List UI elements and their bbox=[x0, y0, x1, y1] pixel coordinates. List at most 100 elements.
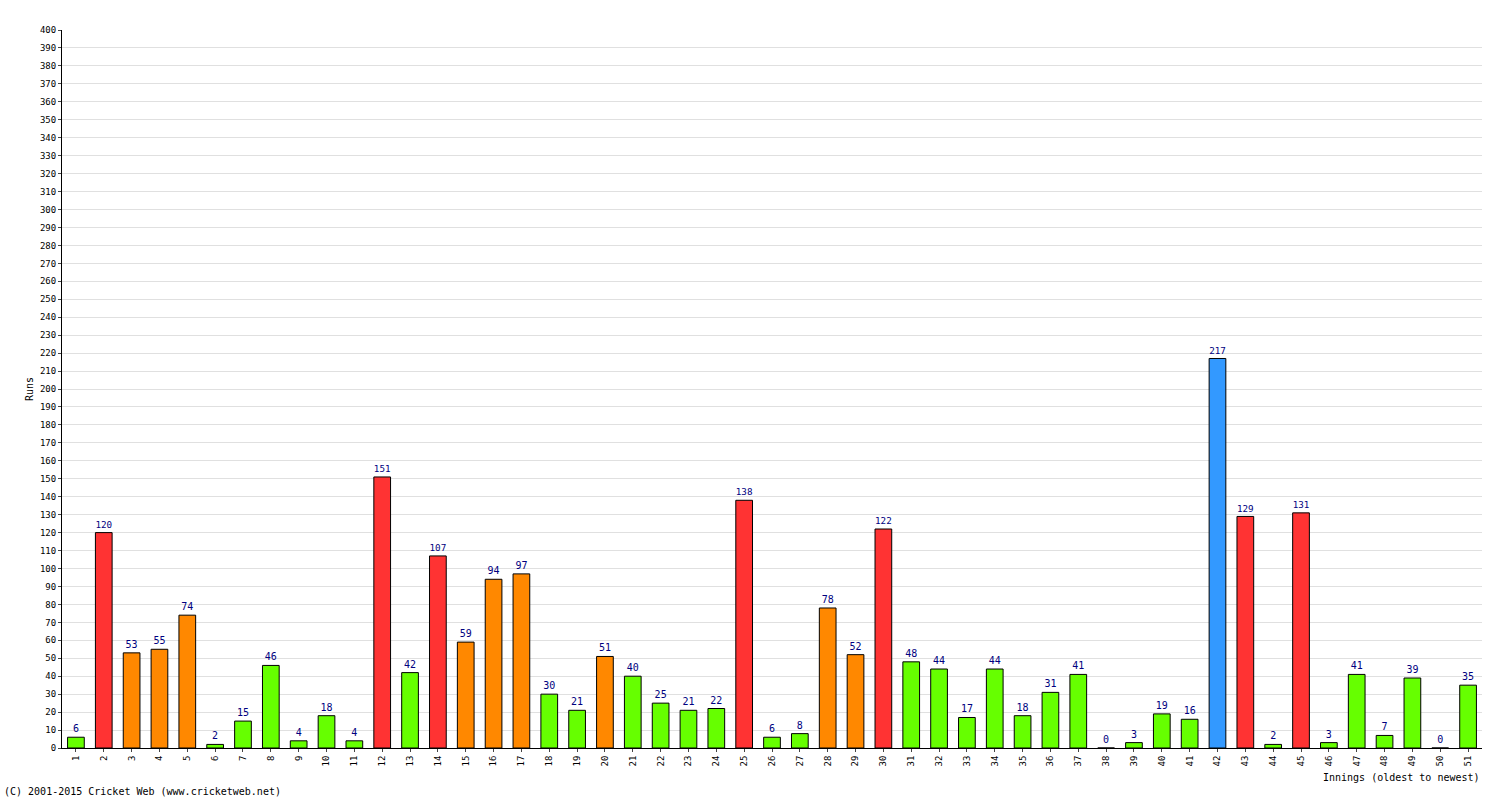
svg-text:40: 40 bbox=[45, 671, 56, 681]
svg-text:390: 390 bbox=[40, 43, 56, 53]
svg-text:35: 35 bbox=[1462, 671, 1474, 682]
svg-text:78: 78 bbox=[822, 594, 834, 605]
svg-text:50: 50 bbox=[45, 653, 56, 663]
svg-text:21: 21 bbox=[571, 696, 583, 707]
svg-text:3: 3 bbox=[1131, 729, 1137, 740]
svg-text:6: 6 bbox=[769, 723, 775, 734]
svg-text:21: 21 bbox=[682, 696, 694, 707]
svg-text:41: 41 bbox=[1351, 660, 1363, 671]
svg-text:44: 44 bbox=[989, 655, 1001, 666]
svg-text:210: 210 bbox=[40, 366, 56, 376]
svg-text:12: 12 bbox=[377, 756, 387, 767]
svg-text:50: 50 bbox=[1435, 756, 1445, 767]
svg-text:260: 260 bbox=[40, 276, 56, 286]
svg-text:129: 129 bbox=[1237, 503, 1254, 514]
svg-text:16: 16 bbox=[1184, 705, 1196, 716]
svg-text:35: 35 bbox=[1018, 756, 1028, 767]
svg-text:120: 120 bbox=[40, 528, 56, 538]
svg-text:40: 40 bbox=[1157, 756, 1167, 767]
svg-text:122: 122 bbox=[875, 515, 892, 526]
svg-text:350: 350 bbox=[40, 115, 56, 125]
svg-text:180: 180 bbox=[40, 420, 56, 430]
svg-text:7: 7 bbox=[1382, 721, 1388, 732]
svg-text:(C) 2001-2015 Cricket Web (www: (C) 2001-2015 Cricket Web (www.cricketwe… bbox=[4, 786, 281, 797]
svg-text:18: 18 bbox=[1017, 702, 1029, 713]
svg-text:200: 200 bbox=[40, 384, 56, 394]
svg-text:22: 22 bbox=[656, 756, 666, 767]
svg-text:25: 25 bbox=[739, 756, 749, 767]
svg-text:38: 38 bbox=[1101, 756, 1111, 767]
svg-text:40: 40 bbox=[627, 662, 639, 673]
svg-text:17: 17 bbox=[961, 703, 973, 714]
svg-text:330: 330 bbox=[40, 151, 56, 161]
svg-text:10: 10 bbox=[321, 756, 331, 767]
svg-text:15: 15 bbox=[461, 756, 471, 767]
svg-text:60: 60 bbox=[45, 635, 56, 645]
svg-text:44: 44 bbox=[1268, 756, 1278, 767]
svg-text:340: 340 bbox=[40, 133, 56, 143]
svg-text:6: 6 bbox=[210, 756, 220, 761]
svg-text:138: 138 bbox=[736, 486, 753, 497]
svg-text:41: 41 bbox=[1072, 660, 1084, 671]
svg-text:5: 5 bbox=[182, 756, 192, 761]
svg-text:33: 33 bbox=[962, 756, 972, 767]
svg-text:31: 31 bbox=[906, 756, 916, 767]
svg-text:6: 6 bbox=[73, 723, 79, 734]
svg-text:51: 51 bbox=[1463, 756, 1473, 767]
svg-text:90: 90 bbox=[45, 582, 56, 592]
svg-text:4: 4 bbox=[351, 727, 357, 738]
svg-text:120: 120 bbox=[95, 519, 112, 530]
svg-text:59: 59 bbox=[460, 628, 472, 639]
svg-text:3: 3 bbox=[1326, 729, 1332, 740]
svg-text:1: 1 bbox=[71, 756, 81, 761]
svg-text:17: 17 bbox=[516, 756, 526, 767]
svg-text:4: 4 bbox=[296, 727, 302, 738]
svg-text:300: 300 bbox=[40, 205, 56, 215]
svg-text:42: 42 bbox=[1212, 756, 1222, 767]
svg-text:230: 230 bbox=[40, 330, 56, 340]
svg-text:270: 270 bbox=[40, 259, 56, 269]
svg-text:46: 46 bbox=[1324, 756, 1334, 767]
svg-text:14: 14 bbox=[433, 756, 443, 767]
svg-text:27: 27 bbox=[795, 756, 805, 767]
svg-text:140: 140 bbox=[40, 492, 56, 502]
svg-text:28: 28 bbox=[823, 756, 833, 767]
svg-text:47: 47 bbox=[1352, 756, 1362, 767]
svg-text:240: 240 bbox=[40, 312, 56, 322]
svg-text:11: 11 bbox=[349, 756, 359, 767]
svg-text:36: 36 bbox=[1045, 756, 1055, 767]
svg-text:46: 46 bbox=[265, 651, 277, 662]
svg-text:29: 29 bbox=[850, 756, 860, 767]
svg-text:19: 19 bbox=[1156, 700, 1168, 711]
svg-text:380: 380 bbox=[40, 61, 56, 71]
svg-text:26: 26 bbox=[767, 756, 777, 767]
svg-text:0: 0 bbox=[51, 743, 56, 753]
svg-text:51: 51 bbox=[599, 642, 611, 653]
svg-text:30: 30 bbox=[45, 689, 56, 699]
svg-text:3: 3 bbox=[127, 756, 137, 761]
svg-text:2: 2 bbox=[99, 756, 109, 761]
svg-text:4: 4 bbox=[154, 756, 164, 761]
svg-text:110: 110 bbox=[40, 546, 56, 556]
svg-text:131: 131 bbox=[1293, 499, 1310, 510]
svg-text:290: 290 bbox=[40, 223, 56, 233]
svg-text:70: 70 bbox=[45, 618, 56, 628]
svg-text:0: 0 bbox=[1437, 734, 1443, 745]
svg-text:48: 48 bbox=[1379, 756, 1389, 767]
svg-text:30: 30 bbox=[878, 756, 888, 767]
svg-text:151: 151 bbox=[374, 463, 391, 474]
svg-text:22: 22 bbox=[710, 695, 722, 706]
svg-text:80: 80 bbox=[45, 600, 56, 610]
svg-text:31: 31 bbox=[1044, 678, 1056, 689]
svg-text:42: 42 bbox=[404, 659, 416, 670]
svg-text:150: 150 bbox=[40, 474, 56, 484]
svg-text:7: 7 bbox=[238, 756, 248, 761]
svg-text:Runs: Runs bbox=[24, 377, 35, 401]
svg-text:43: 43 bbox=[1240, 756, 1250, 767]
svg-text:Innings (oldest to newest): Innings (oldest to newest) bbox=[1323, 772, 1480, 783]
svg-text:74: 74 bbox=[181, 601, 193, 612]
svg-text:24: 24 bbox=[711, 756, 721, 767]
svg-text:94: 94 bbox=[488, 565, 500, 576]
svg-text:100: 100 bbox=[40, 564, 56, 574]
svg-text:37: 37 bbox=[1073, 756, 1083, 767]
